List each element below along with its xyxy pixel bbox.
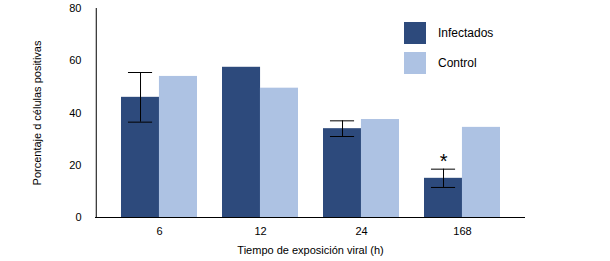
svg-text:168: 168 — [453, 225, 471, 237]
html-text:Control: Control — [438, 56, 477, 70]
svg-text:12: 12 — [254, 225, 266, 237]
svg-text:40: 40 — [69, 107, 81, 119]
svg-text:Porcentaje d células positivas: Porcentaje d células positivas — [31, 40, 43, 185]
svg-text:0: 0 — [75, 211, 81, 223]
html-text:Infectados: Infectados — [438, 26, 494, 40]
svg-text:60: 60 — [69, 54, 81, 66]
svg-text:20: 20 — [69, 159, 81, 171]
svg-text:6: 6 — [156, 225, 162, 237]
svg-text:Tiempo de exposición viral (h): Tiempo de exposición viral (h) — [237, 244, 383, 256]
svg-text:*: * — [440, 150, 448, 172]
svg-text:24: 24 — [355, 225, 367, 237]
svg-text:80: 80 — [69, 2, 81, 14]
